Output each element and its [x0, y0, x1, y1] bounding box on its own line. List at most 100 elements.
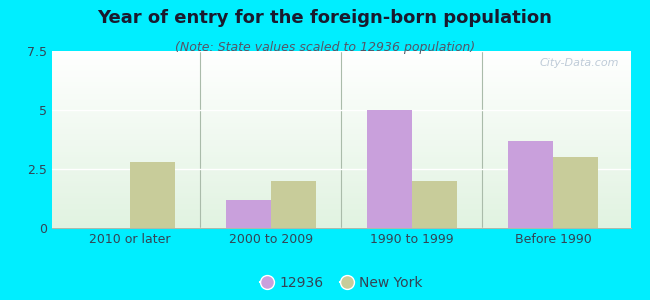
- Bar: [52, 117, 630, 118]
- Bar: [52, 203, 630, 204]
- Bar: [52, 209, 630, 210]
- Bar: [52, 205, 630, 206]
- Bar: [52, 175, 630, 176]
- Bar: [52, 161, 630, 162]
- Bar: [52, 193, 630, 194]
- Bar: [52, 81, 630, 82]
- Bar: [52, 163, 630, 164]
- Bar: [52, 151, 630, 152]
- Bar: [52, 52, 630, 53]
- Bar: [52, 176, 630, 177]
- Bar: [52, 157, 630, 158]
- Bar: [52, 210, 630, 211]
- Bar: [52, 219, 630, 220]
- Bar: [52, 214, 630, 215]
- Bar: [52, 76, 630, 77]
- Bar: [52, 109, 630, 110]
- Bar: [52, 115, 630, 116]
- Bar: [52, 133, 630, 134]
- Bar: [52, 99, 630, 100]
- Bar: [52, 107, 630, 108]
- Bar: [52, 101, 630, 102]
- Bar: [52, 155, 630, 156]
- Bar: [52, 96, 630, 97]
- Bar: [52, 166, 630, 167]
- Bar: [52, 174, 630, 175]
- Bar: [52, 100, 630, 101]
- Bar: [52, 188, 630, 189]
- Bar: [52, 108, 630, 109]
- Bar: [52, 213, 630, 214]
- Bar: [52, 85, 630, 86]
- Bar: [226, 200, 270, 228]
- Bar: [52, 222, 630, 223]
- Bar: [412, 181, 457, 228]
- Bar: [52, 154, 630, 155]
- Bar: [52, 56, 630, 57]
- Bar: [52, 104, 630, 105]
- Bar: [52, 60, 630, 61]
- Bar: [52, 179, 630, 180]
- Bar: [52, 118, 630, 119]
- Bar: [52, 140, 630, 141]
- Bar: [52, 70, 630, 71]
- Bar: [52, 173, 630, 174]
- Bar: [52, 94, 630, 95]
- Bar: [52, 137, 630, 138]
- Bar: [52, 147, 630, 148]
- Bar: [52, 152, 630, 153]
- Bar: [52, 73, 630, 74]
- Bar: [52, 153, 630, 154]
- Bar: [52, 226, 630, 227]
- Bar: [52, 119, 630, 120]
- Bar: [52, 58, 630, 59]
- Bar: [52, 62, 630, 63]
- Bar: [52, 141, 630, 142]
- Bar: [52, 215, 630, 216]
- Bar: [52, 227, 630, 228]
- Bar: [52, 158, 630, 159]
- Bar: [52, 177, 630, 178]
- Bar: [52, 171, 630, 172]
- Bar: [52, 74, 630, 75]
- Bar: [52, 145, 630, 146]
- Bar: [52, 129, 630, 130]
- Bar: [52, 191, 630, 192]
- Bar: [52, 169, 630, 170]
- Bar: [52, 218, 630, 219]
- Bar: [52, 198, 630, 199]
- Bar: [52, 164, 630, 165]
- Bar: [52, 123, 630, 124]
- Bar: [52, 85, 630, 86]
- Bar: [52, 217, 630, 218]
- Bar: [52, 160, 630, 161]
- Bar: [52, 122, 630, 123]
- Text: Year of entry for the foreign-born population: Year of entry for the foreign-born popul…: [98, 9, 552, 27]
- Bar: [52, 195, 630, 196]
- Bar: [52, 61, 630, 62]
- Bar: [52, 79, 630, 80]
- Bar: [52, 184, 630, 185]
- Bar: [52, 116, 630, 117]
- Bar: [52, 223, 630, 224]
- Bar: [52, 69, 630, 70]
- Bar: [52, 202, 630, 203]
- Bar: [52, 92, 630, 93]
- Bar: [52, 197, 630, 198]
- Bar: [52, 142, 630, 143]
- Bar: [52, 88, 630, 89]
- Bar: [52, 162, 630, 163]
- Bar: [52, 178, 630, 179]
- Bar: [129, 162, 175, 228]
- Bar: [52, 121, 630, 122]
- Bar: [52, 80, 630, 81]
- Bar: [52, 211, 630, 212]
- Bar: [52, 130, 630, 131]
- Bar: [52, 128, 630, 129]
- Bar: [52, 59, 630, 60]
- Bar: [52, 200, 630, 201]
- Bar: [52, 150, 630, 151]
- Bar: [52, 170, 630, 171]
- Text: (Note: State values scaled to 12936 population): (Note: State values scaled to 12936 popu…: [175, 40, 475, 53]
- Bar: [52, 51, 630, 52]
